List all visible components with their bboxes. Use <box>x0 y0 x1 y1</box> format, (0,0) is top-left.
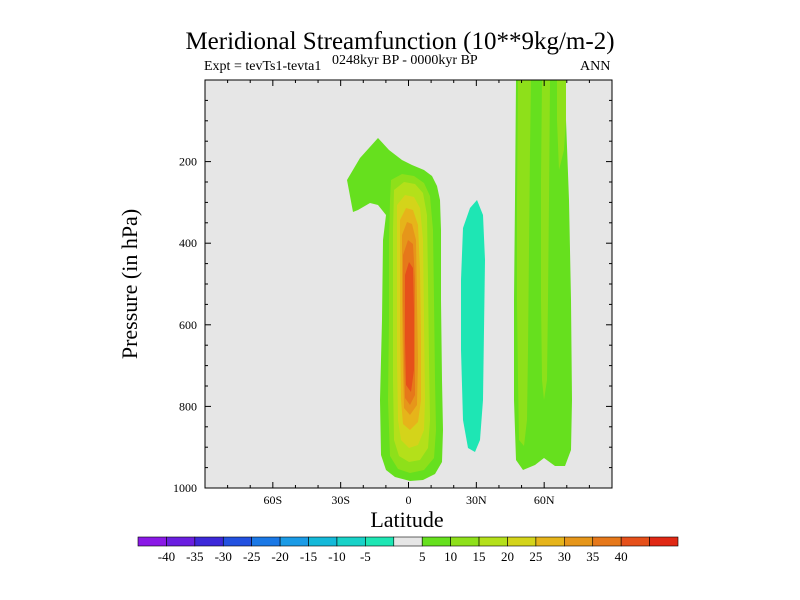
colorbar-label: 35 <box>586 549 599 564</box>
contour-neg5-cell <box>461 200 485 452</box>
y-tick-label: 800 <box>179 399 197 413</box>
colorbar-swatch <box>649 536 679 547</box>
colorbar: -40 -35 -30 -25 -20 -15 -10 -5 5 10 15 20 25 30 35 40 <box>137 536 679 564</box>
colorbar-label: -25 <box>243 549 260 564</box>
colorbar-label: -30 <box>215 549 232 564</box>
colorbar-swatch <box>535 536 565 547</box>
colorbar-swatch <box>365 536 395 547</box>
colorbar-swatch <box>251 536 281 547</box>
colorbar-swatch <box>421 536 451 547</box>
chart-title: Meridional Streamfunction (10**9kg/m-2) <box>185 28 615 55</box>
contour-10-nh-a <box>517 80 531 446</box>
colorbar-label: 20 <box>501 549 514 564</box>
colorbar-label: 15 <box>473 549 486 564</box>
x-tick-label: 0 <box>406 493 412 507</box>
colorbar-swatch <box>222 536 252 547</box>
axes: 60S 30S 0 30N 60N 200 400 600 800 1000 <box>173 79 613 507</box>
colorbar-label: -20 <box>271 549 288 564</box>
colorbar-label: -40 <box>158 549 175 564</box>
colorbar-label: -10 <box>328 549 345 564</box>
contour-40-main <box>405 262 414 392</box>
colorbar-swatch <box>620 536 650 547</box>
x-tick-label: 60N <box>534 493 555 507</box>
colorbar-swatch <box>393 536 423 547</box>
colorbar-swatch <box>308 536 338 547</box>
center-label: 0248kyr BP - 0000kyr BP <box>332 53 478 68</box>
x-tick-label: 30S <box>331 493 350 507</box>
colorbar-swatch <box>336 536 366 547</box>
y-axis-label: Pressure (in hPa) <box>117 209 142 359</box>
colorbar-swatch <box>166 536 196 547</box>
colorbar-swatch <box>279 536 309 547</box>
colorbar-label: 40 <box>615 549 628 564</box>
contour-10-nh-c <box>557 80 566 170</box>
left-label: Expt = tevTs1-tevta1 <box>204 59 322 74</box>
colorbar-label: 25 <box>529 549 542 564</box>
colorbar-swatch <box>194 536 224 547</box>
colorbar-swatch <box>478 536 508 547</box>
contour-field <box>347 80 572 481</box>
x-axis-label: Latitude <box>370 507 443 532</box>
colorbar-label: -5 <box>360 549 371 564</box>
colorbar-label: -35 <box>186 549 203 564</box>
y-tick-label: 600 <box>179 318 197 332</box>
colorbar-label: 5 <box>419 549 426 564</box>
x-tick-label: 60S <box>263 493 282 507</box>
colorbar-label: 10 <box>444 549 457 564</box>
colorbar-swatch <box>450 536 480 547</box>
y-tick-label: 1000 <box>173 481 197 495</box>
colorbar-label: 30 <box>558 549 571 564</box>
colorbar-swatch <box>137 536 167 547</box>
contour-10-nh-b <box>541 80 550 400</box>
y-tick-label: 400 <box>179 236 197 250</box>
colorbar-swatch <box>564 536 594 547</box>
right-label: ANN <box>580 59 611 74</box>
colorbar-swatch <box>592 536 622 547</box>
x-tick-label: 30N <box>466 493 487 507</box>
colorbar-swatch <box>507 536 537 547</box>
y-tick-label: 200 <box>179 155 197 169</box>
colorbar-label: -15 <box>300 549 317 564</box>
